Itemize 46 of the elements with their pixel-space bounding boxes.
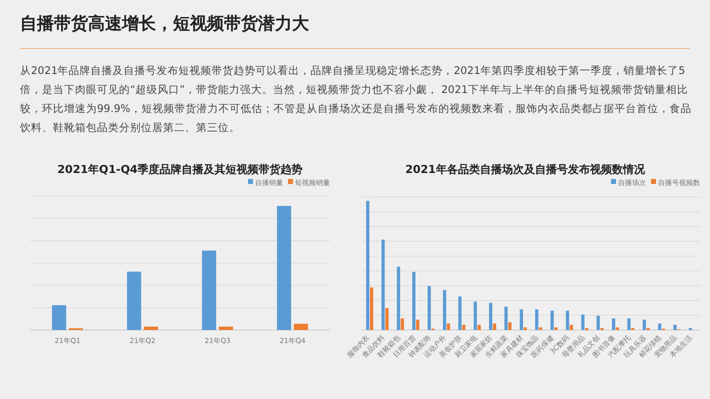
bar [218, 326, 234, 330]
bar [570, 324, 573, 330]
bar [385, 308, 389, 330]
bar [550, 310, 554, 330]
bar [276, 206, 292, 330]
bar [612, 318, 616, 330]
bar [52, 305, 66, 330]
bar [366, 200, 370, 330]
bar [616, 327, 620, 330]
bar [673, 324, 677, 330]
text: 自播带货高速增长，短视频带货潜力大 [20, 13, 309, 35]
bar [396, 266, 400, 330]
bar [596, 316, 600, 330]
text: 从2021年品牌自播及自播号发布短视频带货趋势可以看出，品牌自播呈现稳定增长态势，2021年第四季度相较于第一季度，销量增长了5倍，是当下肉眼可见的“超级风口”，带货能力强大。当然，短视频带货力也不容小觑， 2021下半年与上半年的自播号短视频带货销量相比较，环比增速为99.9%，短视频带货潜力不可低估；不管是从自播场次还是自播号发布的视频数来看，服饰内衣品类都占据平台首位，食品饮料、鞋靴箱包品类分别位居第二、第三位。 [20, 64, 692, 136]
bar [524, 327, 527, 330]
bar [520, 309, 524, 330]
bar [508, 322, 512, 330]
bar [416, 320, 420, 330]
bar [144, 326, 158, 330]
bar [462, 324, 466, 330]
chart-title: 2021年各品类自播场次及自播号发布视频数情况 [405, 163, 646, 176]
bar [400, 318, 404, 330]
bar [458, 296, 462, 330]
bar [538, 327, 542, 330]
bar [202, 250, 216, 330]
bar [554, 327, 558, 330]
bar [294, 324, 308, 330]
bar [492, 324, 496, 330]
bar [428, 286, 431, 330]
bar [627, 318, 631, 330]
bar [478, 324, 481, 330]
bar [126, 272, 142, 330]
bar [446, 324, 450, 330]
bar [489, 302, 492, 330]
bar [658, 324, 662, 330]
bar [442, 290, 446, 330]
bar [474, 302, 477, 330]
bar [504, 306, 508, 330]
bar [566, 310, 570, 330]
bar [382, 240, 385, 330]
bar [370, 287, 374, 330]
bar [642, 320, 646, 330]
bar [412, 272, 416, 330]
bar [581, 314, 584, 330]
bar [535, 309, 538, 330]
chart-title: 2021年Q1-Q4季度品牌自播及其短视频带货趋势 [57, 163, 303, 176]
